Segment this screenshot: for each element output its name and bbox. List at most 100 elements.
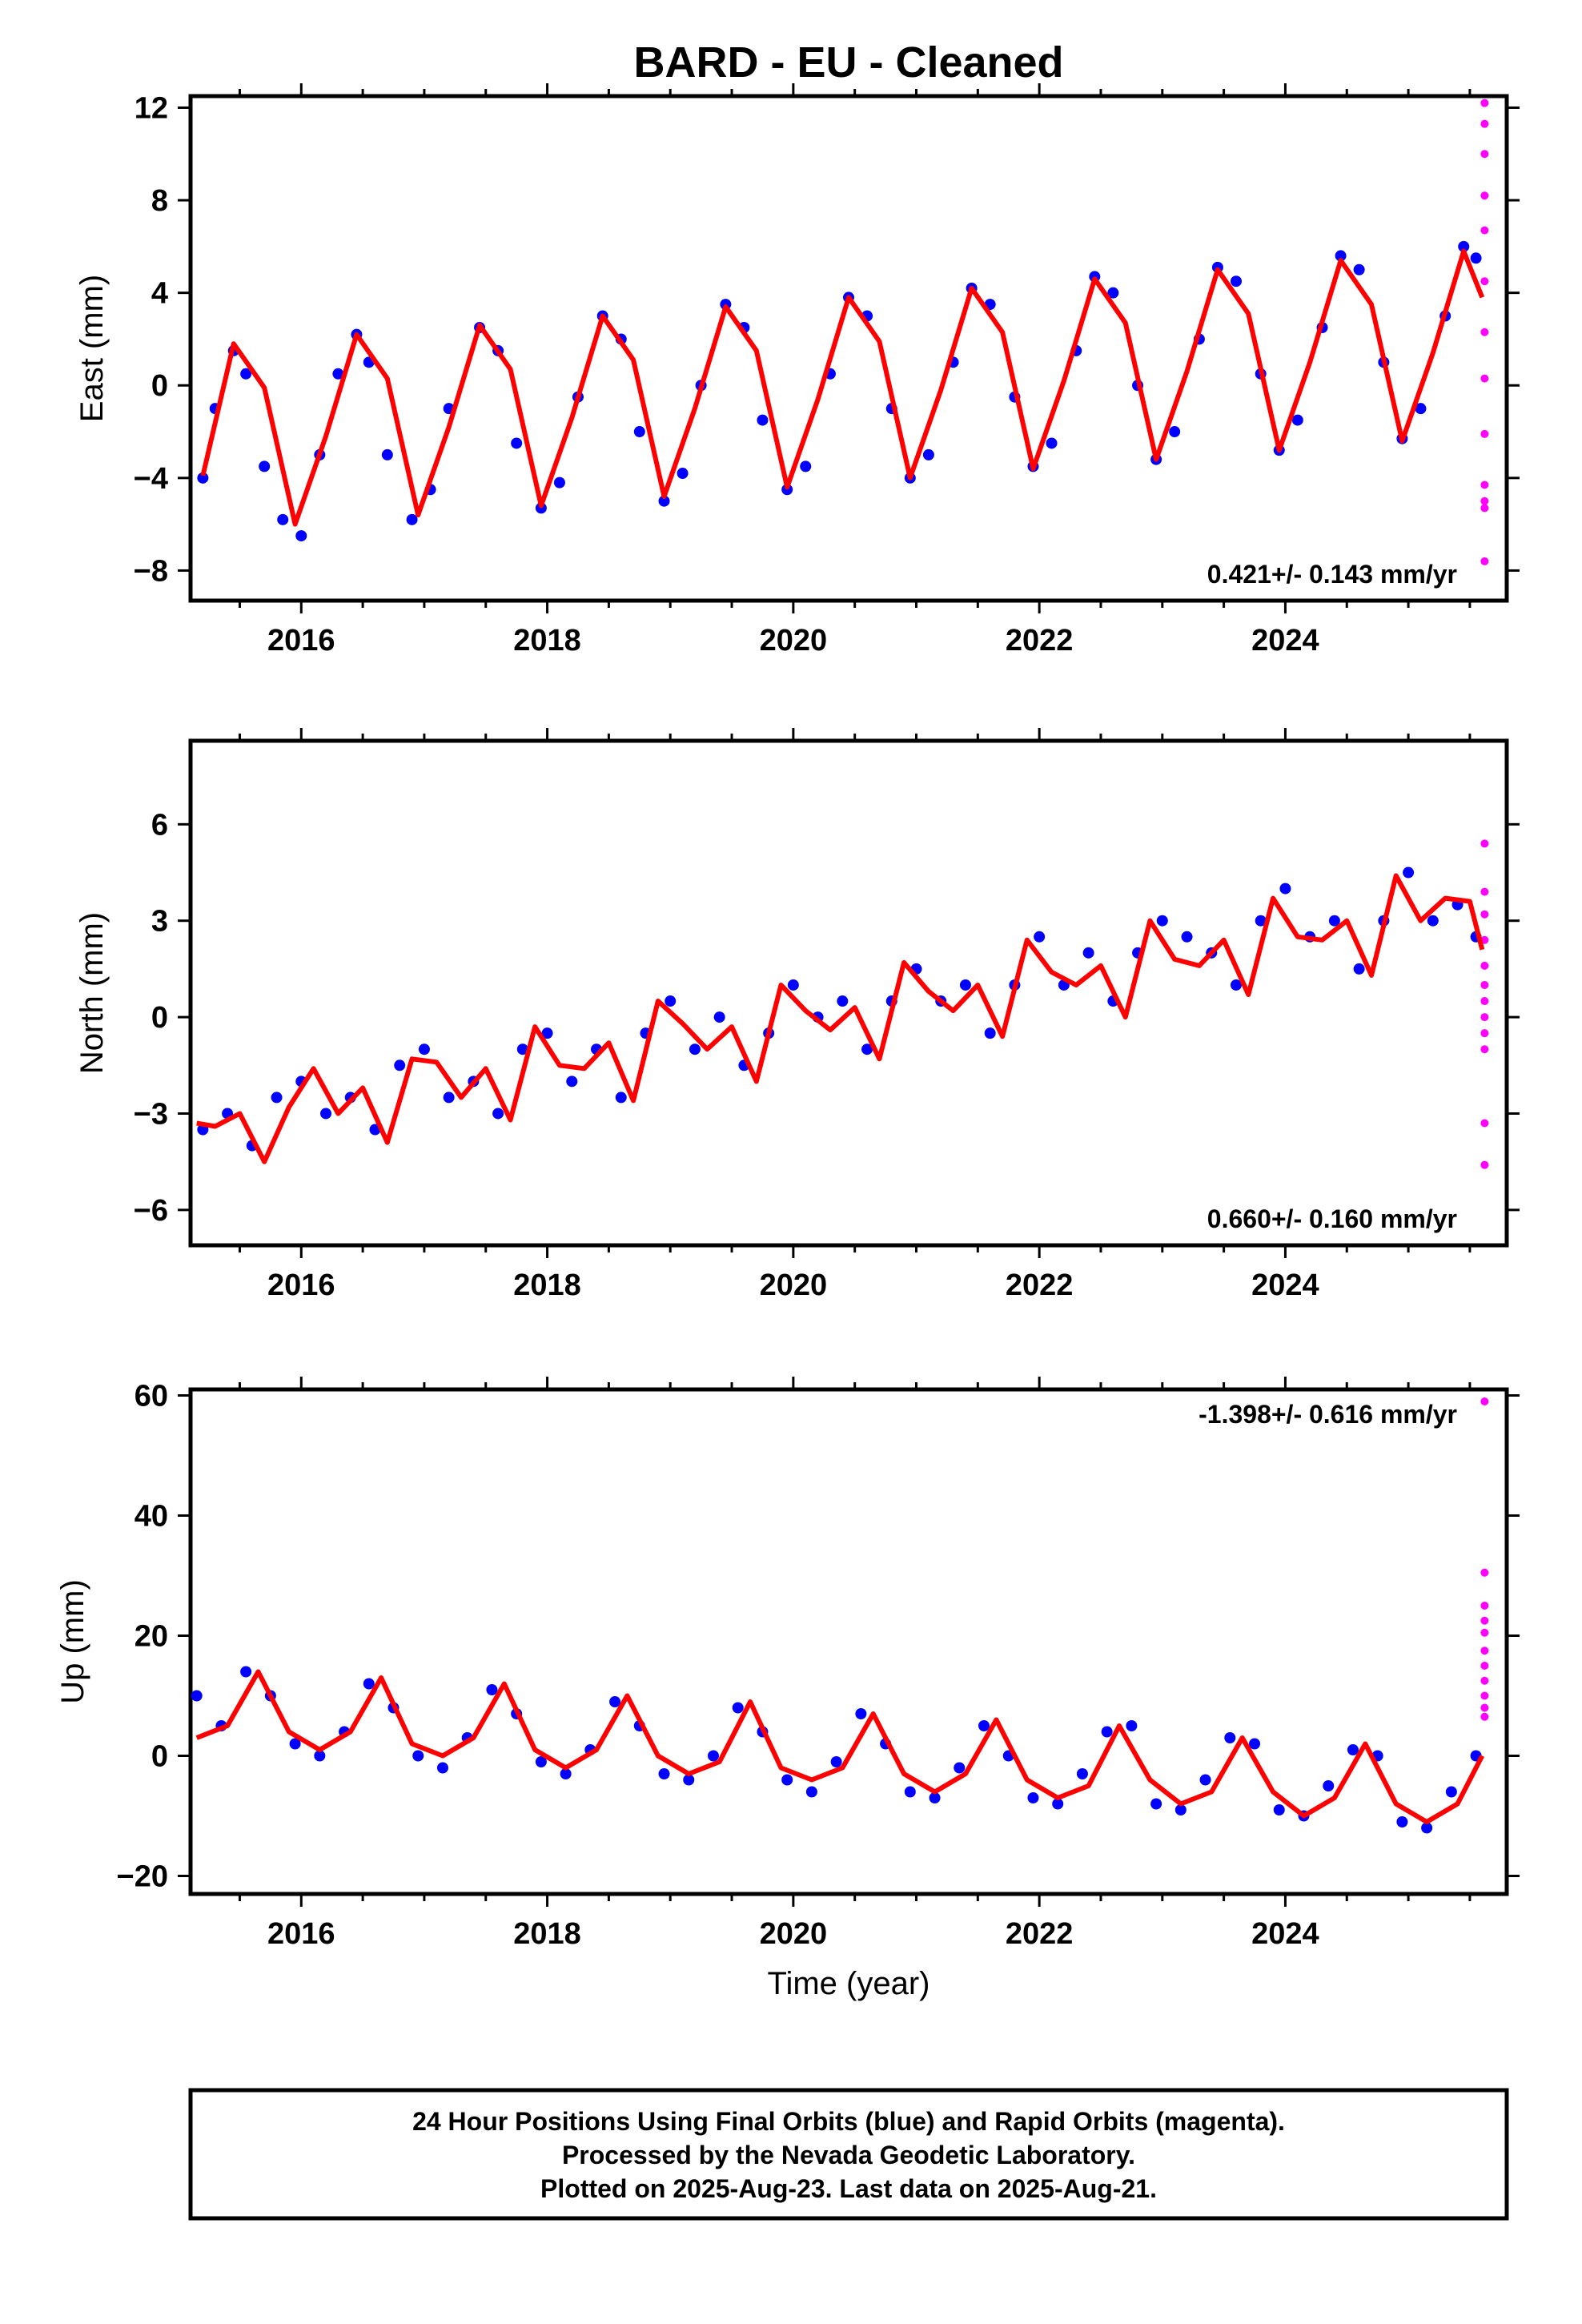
footer-line-3: Plotted on 2025-Aug-23. Last data on 202… <box>540 2174 1157 2203</box>
east-final-orbits-point <box>1415 403 1427 415</box>
up-final-orbits-point <box>683 1774 695 1786</box>
up-x-tick-label: 2024 <box>1251 1917 1319 1951</box>
north-final-orbits-point <box>1403 866 1415 879</box>
up-final-orbits-point <box>1199 1774 1211 1786</box>
up-rate-label: -1.398+/- 0.616 mm/yr <box>1199 1400 1457 1429</box>
east-final-orbits-point <box>240 368 252 380</box>
up-final-orbits-point <box>412 1750 424 1762</box>
north-rapid-orbits-point <box>1480 997 1489 1006</box>
east-final-orbits-point <box>1046 437 1058 449</box>
up-final-orbits-point <box>560 1768 572 1779</box>
footer-box <box>188 2088 1509 2221</box>
north-rapid-orbits-point <box>1480 1013 1489 1022</box>
up-final-orbits-point <box>904 1786 916 1798</box>
north-final-orbits-point <box>443 1092 455 1104</box>
north-y-tick-label: 6 <box>151 808 168 842</box>
up-y-tick-label: 40 <box>135 1500 168 1534</box>
east-x-tick-label: 2022 <box>1006 624 1074 657</box>
east-final-orbits-point <box>553 476 565 489</box>
up-rapid-orbits-point <box>1480 1662 1489 1670</box>
up-y-tick-label: 60 <box>135 1380 168 1413</box>
up-final-orbits-point <box>805 1786 817 1798</box>
east-final-orbits-point <box>277 513 289 525</box>
east-rapid-orbits-series <box>1480 99 1489 565</box>
up-final-orbits-point <box>707 1750 719 1762</box>
north-final-orbits-point <box>1279 883 1291 895</box>
east-final-orbits-point <box>800 460 812 472</box>
east-x-tick-label: 2018 <box>513 624 581 657</box>
north-final-orbits-point <box>541 1027 553 1039</box>
east-rapid-orbits-point <box>1480 226 1489 235</box>
east-rapid-orbits-point <box>1480 191 1489 200</box>
north-final-orbits-point <box>492 1108 504 1120</box>
up-final-orbits-point <box>1421 1822 1433 1834</box>
up-final-orbits-point <box>535 1756 547 1767</box>
north-final-orbits-point <box>320 1108 332 1120</box>
east-final-orbits-point <box>511 437 523 449</box>
up-rapid-orbits-point <box>1480 1691 1489 1700</box>
footer-line-2: Processed by the Nevada Geodetic Laborat… <box>562 2141 1135 2169</box>
north-final-orbits-point <box>837 995 849 1007</box>
up-y-tick-label: 0 <box>151 1740 168 1774</box>
east-panel: 2016 2018 2020 2022 2024 −8 −4 0 4 8 12 East (mm) 0.… <box>74 83 1520 657</box>
up-final-orbits-point <box>1101 1726 1113 1738</box>
up-rapid-orbits-point <box>1480 1647 1489 1655</box>
east-final-orbits-point <box>1169 426 1181 438</box>
up-final-orbits-point <box>240 1666 252 1678</box>
up-panel: 2016 2018 2020 2022 2024 −20 0 20 40 60 Up (mm) -1.… <box>55 1377 1520 1951</box>
up-final-orbits-point <box>1224 1732 1236 1743</box>
north-x-tick-label: 2022 <box>1006 1269 1074 1302</box>
up-rapid-orbits-point <box>1480 1703 1489 1712</box>
north-final-orbits-point <box>1328 915 1340 927</box>
north-rapid-orbits-point <box>1480 961 1489 970</box>
north-final-orbits-point <box>1181 931 1193 943</box>
east-final-orbits-point <box>1335 250 1347 262</box>
up-rapid-orbits-series <box>1480 1397 1489 1721</box>
east-rapid-orbits-point <box>1480 374 1489 383</box>
up-x-tick-label: 2022 <box>1006 1917 1074 1951</box>
east-final-orbits-point <box>633 426 645 438</box>
east-final-orbits-point <box>332 368 344 380</box>
up-final-orbits-point <box>732 1702 744 1714</box>
east-final-orbits-point <box>381 448 393 460</box>
north-x-tick-label: 2024 <box>1251 1269 1319 1302</box>
east-final-orbits-point <box>197 472 209 484</box>
up-final-orbits-point <box>1323 1780 1335 1791</box>
up-final-orbits-point <box>1126 1720 1138 1731</box>
up-rapid-orbits-point <box>1480 1676 1489 1685</box>
up-plot-frame <box>188 1387 1509 1896</box>
figure-title: BARD - EU - Cleaned <box>633 38 1063 86</box>
north-y-tick-label: −6 <box>134 1194 168 1228</box>
north-final-orbits-point <box>689 1043 701 1055</box>
x-axis-label: Time (year) <box>768 1966 930 2001</box>
north-final-orbits-point <box>713 1011 725 1023</box>
east-rapid-orbits-point <box>1480 119 1489 128</box>
north-y-tick-label: −3 <box>134 1097 168 1131</box>
east-final-orbits-point <box>1470 252 1482 264</box>
up-rapid-orbits-point <box>1480 1712 1489 1721</box>
north-y-axis-label: North (mm) <box>74 912 110 1074</box>
north-rapid-orbits-point <box>1480 1160 1489 1169</box>
north-final-orbits-point <box>566 1076 578 1088</box>
east-x-tick-label: 2016 <box>267 624 335 657</box>
east-final-orbits-point <box>922 448 934 460</box>
east-rapid-orbits-point <box>1480 429 1489 438</box>
north-panel: 2016 2018 2020 2022 2024 −6 −3 0 3 6 North (mm) 0.6… <box>74 728 1520 1302</box>
north-final-orbits-point <box>1427 915 1439 927</box>
north-final-orbits-point <box>1034 931 1046 943</box>
up-final-orbits-point <box>363 1678 375 1690</box>
east-final-orbits-point <box>406 513 418 525</box>
north-final-orbits-point <box>665 995 677 1007</box>
up-final-orbits-point <box>1445 1786 1457 1798</box>
north-rapid-orbits-point <box>1480 1029 1489 1038</box>
east-final-orbits-point <box>295 530 307 542</box>
east-model-line <box>200 248 1485 527</box>
up-final-orbits-point <box>1076 1768 1088 1779</box>
up-final-orbits-point <box>1347 1744 1359 1755</box>
north-rate-label: 0.660+/- 0.160 mm/yr <box>1207 1204 1457 1233</box>
up-final-orbits-point <box>781 1774 793 1786</box>
up-final-orbits-point <box>978 1720 990 1731</box>
east-y-tick-label: 12 <box>135 91 168 125</box>
up-final-orbits-point <box>1273 1804 1285 1815</box>
